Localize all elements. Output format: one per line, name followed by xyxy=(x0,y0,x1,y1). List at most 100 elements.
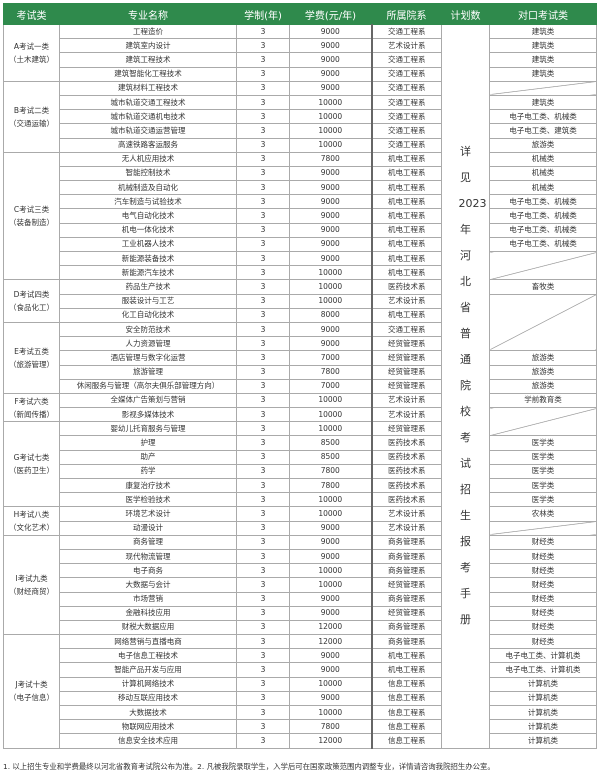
target-cell: 计算机类 xyxy=(489,690,597,707)
fee-cell: 7800 xyxy=(289,151,372,167)
years-cell: 3 xyxy=(236,180,290,196)
table-row: 信息安全技术应用 3 12000 信息工程系 计算机类 xyxy=(4,733,597,749)
years-cell: 3 xyxy=(236,563,290,579)
dept-cell: 经贸管理系 xyxy=(370,421,442,437)
fee-cell: 10000 xyxy=(289,492,372,508)
major-cell: 建筑工程技术 xyxy=(59,52,237,68)
table-row: H考试八类 （文化艺术） 环境艺术设计 3 10000 艺术设计系 农林类 xyxy=(3,506,597,536)
table-row: 计算机网络技术 3 10000 信息工程系 计算机类 xyxy=(4,676,597,692)
exam-category-label: C考试三类 xyxy=(13,205,50,215)
dept-cell: 机电工程系 xyxy=(370,222,442,238)
fee-cell: 9000 xyxy=(289,605,372,621)
years-cell: 3 xyxy=(236,407,290,423)
dept-cell: 交通工程系 xyxy=(370,321,442,338)
dept-cell: 机电工程系 xyxy=(370,180,442,196)
major-cell: 高速铁路客运服务 xyxy=(59,137,237,153)
column-header: 所属院系 xyxy=(371,3,442,25)
target-cell: 财经类 xyxy=(489,619,597,636)
dept-cell: 经贸管理系 xyxy=(370,336,442,352)
major-cell: 人力资源管理 xyxy=(59,336,237,352)
table-row: 服装设计与工艺 3 10000 艺术设计系 xyxy=(4,293,597,352)
table-row: 康复治疗技术 3 7800 医药技术系 医学类 xyxy=(4,477,597,494)
fee-cell: 9000 xyxy=(289,38,372,54)
fee-cell: 9000 xyxy=(289,194,372,210)
table-row: 电子商务 3 10000 商务管理系 财经类 xyxy=(4,563,597,579)
target-cell: 计算机类 xyxy=(489,676,597,692)
major-cell: 城市轨道交通机电技术 xyxy=(59,109,237,125)
target-cell: 旅游类 xyxy=(489,378,597,394)
fee-cell: 10000 xyxy=(289,392,372,409)
dept-cell: 交通工程系 xyxy=(370,66,442,82)
fee-cell: 9000 xyxy=(289,250,372,267)
target-cell: 财经类 xyxy=(489,534,597,550)
table-row: 助产 3 8500 医药技术系 医学类 xyxy=(4,449,597,465)
major-cell: 计算机网络技术 xyxy=(59,676,237,692)
major-cell: 智能控制技术 xyxy=(59,165,237,182)
table-row: 智能控制技术 3 9000 机电工程系 机械类 xyxy=(4,165,597,182)
years-cell: 3 xyxy=(236,704,290,721)
exam-category: G考试七类 （医药卫生） xyxy=(3,421,60,508)
target-cell: 计算机类 xyxy=(489,733,597,749)
target-cell: 财经类 xyxy=(489,548,597,565)
exam-category-sub: （新闻传播） xyxy=(9,409,54,419)
major-cell: 化工自动化技术 xyxy=(59,307,237,323)
exam-category-sub: （电子信息） xyxy=(9,693,54,703)
years-cell: 3 xyxy=(236,279,290,295)
years-cell: 3 xyxy=(236,591,290,607)
column-header: 考试类 xyxy=(3,3,60,25)
target-cell: 电子电工类、建筑类 xyxy=(489,123,597,139)
years-cell: 3 xyxy=(236,463,290,480)
target-cell: 建筑类 xyxy=(489,66,597,82)
fee-cell: 9000 xyxy=(289,648,372,664)
target-cell: 医学类 xyxy=(489,435,597,451)
dept-cell: 艺术设计系 xyxy=(370,407,442,423)
target-cell: 建筑类 xyxy=(489,23,597,40)
major-cell: 物联网应用技术 xyxy=(59,719,237,735)
target-cell: 机械类 xyxy=(489,151,597,167)
fee-cell: 7800 xyxy=(289,364,372,380)
fee-cell: 10000 xyxy=(289,676,372,692)
dept-cell: 交通工程系 xyxy=(370,52,442,68)
years-cell: 3 xyxy=(236,293,290,309)
fee-cell: 8500 xyxy=(289,449,372,465)
dept-cell: 机电工程系 xyxy=(370,307,442,323)
table-row: D考试四类 （食品化工） 药品生产技术 3 10000 医药技术系 畜牧类 xyxy=(3,279,597,323)
dept-cell: 商务管理系 xyxy=(370,591,442,607)
target-cell: 财经类 xyxy=(489,634,597,650)
years-cell: 3 xyxy=(236,662,290,678)
table-header: 考试类 专业名称 学制(年) 学费(元/年) 所属院系 计划数 对口考试类 xyxy=(3,3,597,25)
table-row: 现代物流管理 3 9000 商务管理系 财经类 xyxy=(4,548,597,565)
table-row: 机械制造及自动化 3 9000 机电工程系 机械类 xyxy=(4,180,597,196)
table-row: 物联网应用技术 3 7800 信息工程系 计算机类 xyxy=(4,719,597,735)
years-cell: 3 xyxy=(236,66,290,82)
dept-cell: 机电工程系 xyxy=(370,194,442,210)
dept-cell: 信息工程系 xyxy=(370,676,442,692)
dept-cell: 交通工程系 xyxy=(370,109,442,125)
exam-category-sub: （土木建筑） xyxy=(9,54,54,64)
fee-cell: 9000 xyxy=(289,23,372,40)
fee-cell: 7800 xyxy=(289,463,372,480)
table-row: 护理 3 8500 医药技术系 医学类 xyxy=(4,435,597,451)
years-cell: 3 xyxy=(236,477,290,494)
dept-cell: 医药技术系 xyxy=(370,477,442,494)
years-cell: 3 xyxy=(236,634,290,650)
major-cell: 大数据技术 xyxy=(59,704,237,721)
table-row: 城市轨道交通工程技术 3 10000 交通工程系 建筑类 xyxy=(4,94,597,111)
table-row: F考试六类 （新闻传播） 全媒体广告策划与营销 3 10000 艺术设计系 学前教育类 xyxy=(3,392,597,423)
plan-count-cell: 详见2023年河北省普通院校考试招生报考手册 xyxy=(441,24,490,749)
target-cell: 财经类 xyxy=(489,591,597,607)
dept-cell: 医药技术系 xyxy=(370,449,442,465)
major-cell: 婴幼儿托育服务与管理 xyxy=(59,421,237,437)
major-cell: 现代物流管理 xyxy=(59,548,237,565)
dept-cell: 商务管理系 xyxy=(370,548,442,565)
table-row: 智能产品开发与应用 3 9000 机电工程系 电子电工类、计算机类 xyxy=(4,662,597,678)
target-cell: 电子电工类、机械类 xyxy=(489,194,597,210)
table-row: 药学 3 7800 医药技术系 医学类 xyxy=(4,463,597,480)
years-cell: 3 xyxy=(236,222,290,238)
exam-category-label: A考试一类 xyxy=(13,41,50,51)
years-cell: 3 xyxy=(236,534,290,550)
target-cell: 财经类 xyxy=(489,563,597,579)
years-cell: 3 xyxy=(236,605,290,621)
target-cell: 电子电工类、机械类 xyxy=(489,222,597,238)
dept-cell: 经贸管理系 xyxy=(370,350,442,366)
